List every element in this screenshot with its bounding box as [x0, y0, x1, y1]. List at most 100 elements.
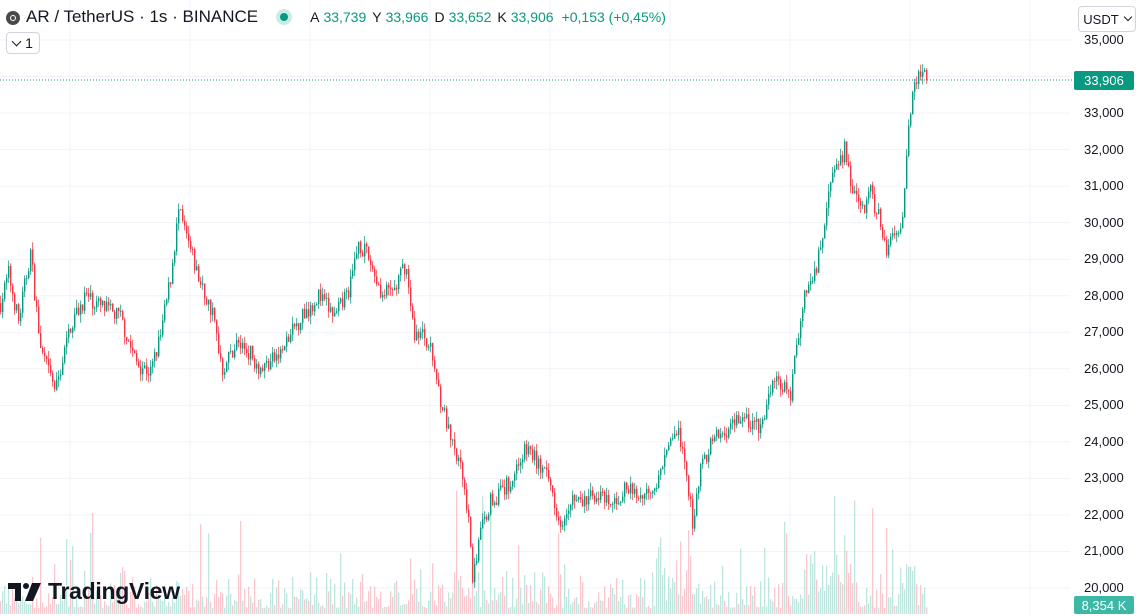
candle	[208, 299, 210, 305]
volume-bar	[120, 572, 122, 614]
candle	[258, 363, 260, 375]
volume-bar	[772, 601, 774, 614]
volume-bar	[408, 600, 410, 614]
candle	[318, 289, 320, 305]
candle	[58, 376, 60, 380]
candle	[52, 373, 54, 382]
high-key: Y	[372, 9, 382, 25]
volume-bar	[860, 606, 862, 614]
candle	[238, 339, 240, 343]
volume-bar	[882, 593, 884, 614]
volume-bar	[526, 584, 528, 614]
volume-bar	[356, 597, 358, 614]
volume-bar	[668, 576, 670, 614]
candle	[768, 393, 770, 405]
candle	[250, 345, 252, 360]
volume-bar	[2, 591, 4, 614]
volume-bar	[326, 572, 328, 614]
candle	[356, 253, 358, 259]
candle	[610, 504, 612, 506]
volume-bar	[638, 596, 640, 614]
volume-bar	[594, 602, 596, 614]
currency-selector[interactable]: USDT	[1078, 6, 1136, 32]
candle	[782, 389, 784, 392]
candle	[226, 362, 228, 372]
candle	[402, 264, 404, 269]
volume-bar	[748, 605, 750, 614]
candle	[762, 419, 764, 425]
volume-bar	[650, 607, 652, 614]
candle	[436, 368, 438, 380]
candle	[124, 319, 126, 338]
candle	[696, 493, 698, 516]
tradingview-logo[interactable]: TradingView	[8, 578, 180, 605]
volume-bar	[688, 529, 690, 614]
candle	[68, 328, 70, 338]
volume-bar	[918, 604, 920, 614]
volume-bar	[344, 582, 346, 614]
symbol-title[interactable]: AR / TetherUS · 1s · BINANCE	[26, 7, 259, 26]
volume-bar	[768, 577, 770, 614]
candle	[874, 194, 876, 214]
candle	[526, 444, 528, 455]
volume-bar	[712, 607, 714, 614]
candle	[280, 349, 282, 359]
volume-bar	[452, 592, 454, 614]
volume-bar	[8, 584, 10, 614]
candle	[120, 310, 122, 312]
candle	[708, 454, 710, 463]
volume-bar	[840, 582, 842, 614]
volume-bar	[218, 597, 220, 614]
candle	[444, 408, 446, 411]
grid	[0, 0, 1070, 616]
candle	[814, 268, 816, 281]
candle	[888, 244, 890, 256]
volume-bar	[506, 571, 508, 614]
volume-bar	[606, 607, 608, 614]
candle	[242, 342, 244, 349]
candle	[186, 225, 188, 234]
volume-bar	[540, 589, 542, 614]
candle	[118, 308, 120, 311]
candle	[340, 298, 342, 303]
volume-bar	[232, 605, 234, 614]
volume-bar	[286, 593, 288, 614]
currency-value: USDT	[1083, 11, 1119, 27]
candle	[4, 282, 6, 299]
volume-bar	[574, 598, 576, 614]
volume-bar	[554, 607, 556, 614]
y-tick-label: 33,000	[1084, 105, 1124, 121]
candle	[246, 349, 248, 354]
candle	[378, 284, 380, 286]
candle	[94, 307, 96, 309]
change-value: +0,153 (+0,45%)	[561, 9, 666, 25]
candle	[854, 190, 856, 194]
volume-bar	[382, 607, 384, 614]
candle	[604, 491, 606, 503]
volume-bar	[444, 601, 446, 614]
volume-bar	[744, 604, 746, 614]
candle	[442, 407, 444, 411]
volume-bar	[666, 600, 668, 614]
volume-bar	[318, 602, 320, 614]
volume-label: 8,354 K	[1074, 596, 1134, 614]
volume-bar	[392, 596, 394, 614]
volume-bar	[150, 577, 152, 614]
volume-bar	[760, 581, 762, 614]
candle	[400, 268, 402, 276]
volume-bar	[278, 580, 280, 614]
volume-bar	[886, 527, 888, 614]
volume-bar	[632, 607, 634, 614]
volume-bar	[598, 592, 600, 614]
volume-bar	[924, 587, 926, 614]
volume-bar	[26, 603, 28, 614]
volume-bar	[446, 606, 448, 614]
candle	[106, 301, 108, 311]
candle	[8, 266, 10, 278]
volume-bar	[46, 606, 48, 614]
candle	[46, 356, 48, 359]
interval-selector[interactable]: 1	[6, 32, 40, 54]
volume-bar	[810, 554, 812, 614]
symbol-icon[interactable]	[6, 11, 20, 25]
